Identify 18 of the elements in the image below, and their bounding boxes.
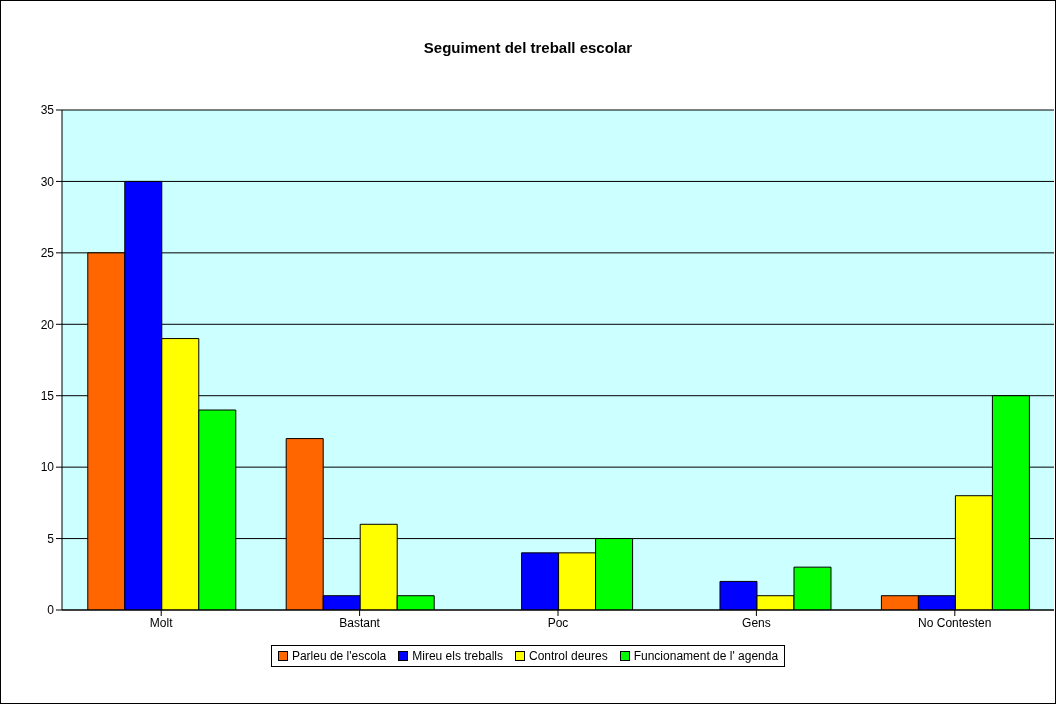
y-tick-label: 30 bbox=[40, 174, 55, 189]
x-tick-label: Poc bbox=[547, 615, 569, 630]
legend-label: Mireu els treballs bbox=[411, 649, 503, 663]
y-tick-label: 10 bbox=[40, 460, 55, 475]
y-tick-label: 35 bbox=[40, 103, 55, 118]
y-tick-label: 15 bbox=[40, 388, 55, 403]
y-tick-label: 20 bbox=[40, 317, 55, 332]
x-tick-label: Molt bbox=[149, 615, 174, 630]
legend-label: Funcionament de l' agenda bbox=[632, 649, 779, 663]
legend-label: Control deures bbox=[527, 649, 608, 663]
legend-label: Parleu de l'escola bbox=[290, 649, 387, 663]
x-tick-label: No Contesten bbox=[918, 615, 992, 630]
y-tick-label: 0 bbox=[47, 603, 55, 618]
y-tick-label: 25 bbox=[40, 246, 55, 261]
chart-title: Seguiment del treball escolar bbox=[422, 39, 634, 56]
x-tick-label: Gens bbox=[742, 615, 771, 630]
y-tick-label: 5 bbox=[47, 531, 55, 546]
x-tick-label: Bastant bbox=[339, 615, 381, 630]
